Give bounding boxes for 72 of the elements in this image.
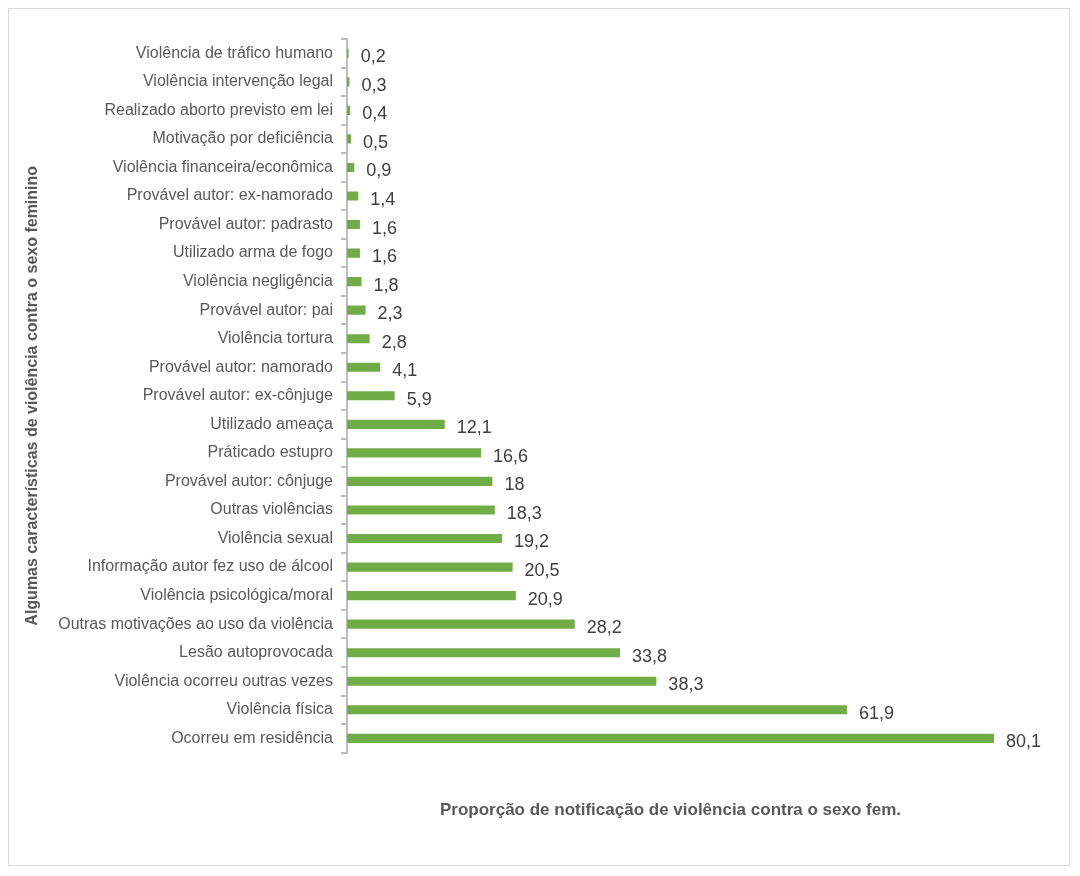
data-label: 16,6	[493, 445, 529, 466]
y-axis-title: Algumas características de violência contra o sexo feminino	[23, 165, 41, 626]
bar	[347, 676, 657, 686]
data-label: 0,5	[363, 131, 389, 152]
y-tick-label: Provável autor: namorado	[148, 357, 334, 375]
data-label: 80,1	[1006, 731, 1042, 752]
y-tick-label: Provável autor: ex-namorado	[126, 186, 334, 204]
y-tick-label: Provável autor: ex-cônjuge	[142, 386, 334, 404]
bar	[347, 277, 362, 287]
bar	[347, 505, 495, 515]
data-label: 18,3	[506, 502, 542, 523]
y-tick-label: Violência psicológica/moral	[140, 586, 334, 604]
data-label: 20,9	[527, 588, 563, 609]
y-tick-label: Provável autor: pai	[199, 300, 334, 318]
bar	[347, 591, 516, 601]
bar	[347, 362, 381, 372]
bar	[347, 476, 493, 486]
bar	[347, 305, 366, 315]
data-label: 20,5	[524, 560, 560, 581]
y-tick-label: Realizado aborto previsto em lei	[104, 100, 334, 118]
bar	[347, 219, 360, 230]
data-label: 1,4	[370, 188, 396, 209]
data-label: 19,2	[514, 531, 550, 552]
y-tick-label: Provável autor: cônjuge	[164, 471, 334, 489]
data-label: 2,3	[377, 303, 403, 324]
y-tick-label: Lesão autoprovocada	[179, 643, 334, 661]
data-label: 38,3	[668, 674, 704, 695]
data-label: 0,9	[366, 160, 392, 181]
y-tick-label: Motivação por deficiência	[152, 129, 334, 147]
y-tick-label: Violência negligência	[182, 272, 334, 290]
data-label: 61,9	[858, 702, 895, 723]
y-tick-label: Provável autor: padrasto	[158, 214, 334, 232]
bar	[347, 419, 445, 429]
y-tick-label: Violência sexual	[217, 528, 334, 546]
data-label: 0,3	[361, 74, 387, 95]
data-label: 28,2	[586, 617, 622, 638]
bar	[347, 533, 503, 544]
bar	[347, 191, 359, 201]
bar	[347, 705, 847, 715]
x-axis-title: Proporção de notificação de violência contra o sexo fem.	[439, 800, 902, 820]
y-tick-label: Violência financeira/econômica	[112, 157, 334, 175]
bar	[347, 733, 994, 743]
bar	[347, 248, 360, 258]
y-tick-label: Violência intervenção legal	[142, 72, 334, 90]
bar	[347, 391, 395, 401]
bar	[347, 619, 575, 629]
bar	[347, 448, 482, 458]
y-tick-label: Utilizado ameaça	[210, 414, 334, 432]
y-tick-label: Violência física	[226, 700, 334, 718]
data-label: 1,6	[371, 246, 397, 267]
y-tick-label: Violência de tráfico humano	[135, 43, 334, 61]
data-label: 0,4	[362, 103, 388, 124]
y-tick-label: Outras violências	[210, 500, 334, 518]
y-tick-label: Práticado estupro	[207, 443, 334, 461]
bar	[347, 648, 621, 658]
y-tick-label: Utilizado arma de fogo	[172, 243, 334, 261]
bar	[347, 334, 370, 344]
data-label: 0,2	[360, 46, 386, 67]
y-tick-label: Violência ocorreu outras vezes	[114, 671, 334, 689]
data-label: 2,8	[381, 331, 407, 352]
data-label: 12,1	[456, 417, 492, 438]
y-tick-label: Violência tortura	[217, 329, 334, 347]
data-label: 33,8	[632, 645, 668, 666]
data-label: 4,1	[392, 360, 418, 381]
y-tick-label: Informação autor fez uso de álcool	[87, 557, 334, 575]
bar	[347, 562, 513, 572]
y-tick-label: Ocorreu em residência	[171, 728, 334, 746]
data-label: 1,8	[373, 274, 399, 295]
data-label: 5,9	[406, 388, 432, 409]
data-label: 18	[504, 474, 525, 495]
y-tick-label: Outras motivações ao uso da violência	[58, 614, 334, 632]
data-label: 1,6	[371, 217, 397, 238]
